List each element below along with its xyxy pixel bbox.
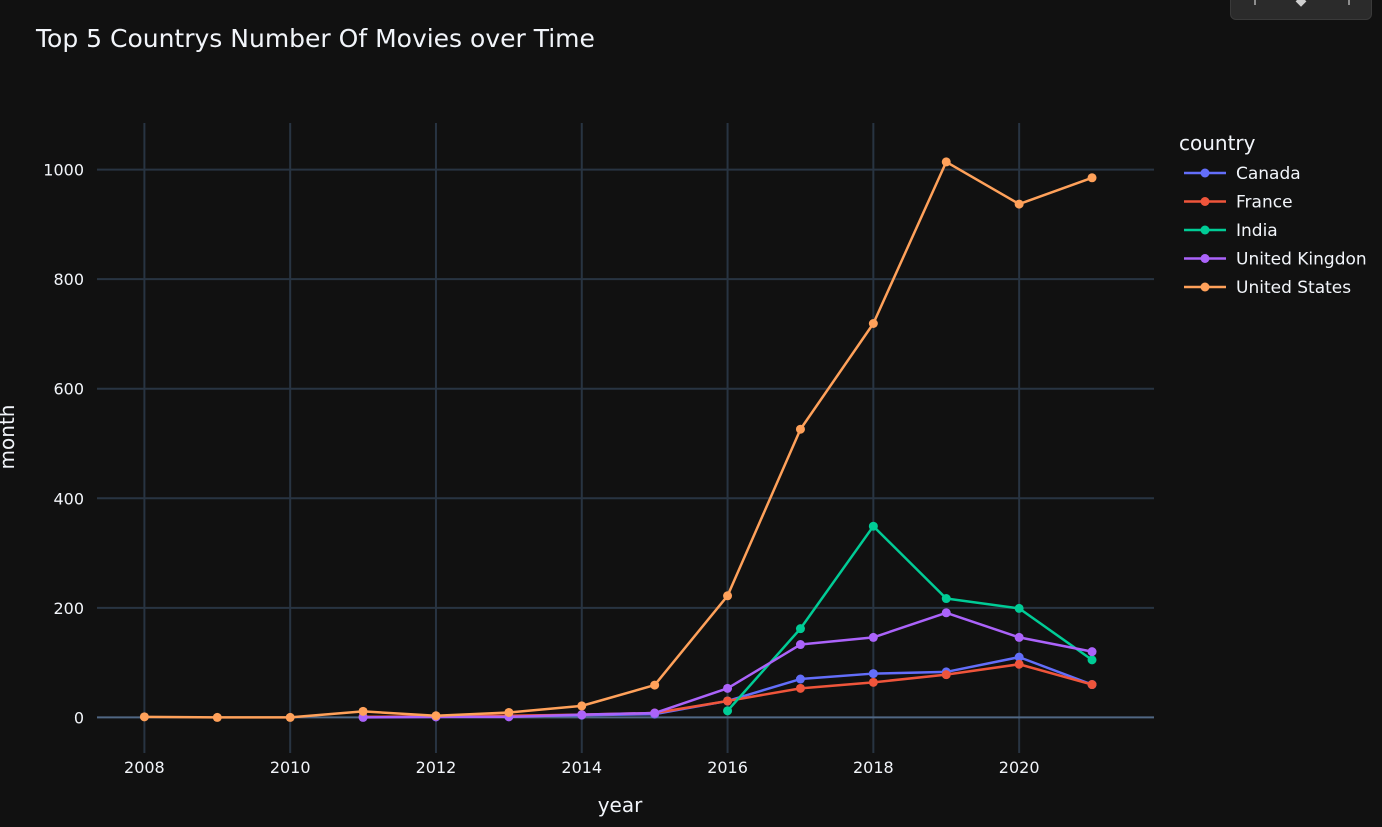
- legend-label: India: [1236, 221, 1278, 241]
- data-point[interactable]: [577, 710, 587, 720]
- pan-icon[interactable]: ↑: [1343, 0, 1355, 9]
- data-point[interactable]: [868, 632, 878, 642]
- data-point[interactable]: [650, 708, 660, 718]
- data-point[interactable]: [1014, 199, 1024, 209]
- series-line: [726, 524, 1093, 712]
- data-point[interactable]: [577, 701, 587, 711]
- data-point[interactable]: [139, 712, 149, 722]
- data-point[interactable]: [723, 696, 733, 706]
- data-point[interactable]: [1087, 680, 1097, 690]
- legend-item[interactable]: United States: [1184, 278, 1351, 298]
- y-tick-label: 0: [74, 708, 84, 727]
- data-point[interactable]: [358, 706, 368, 716]
- y-tick-label: 400: [53, 489, 84, 508]
- x-tick-label: 2010: [270, 758, 311, 777]
- zoom-icon[interactable]: ◆: [1295, 0, 1307, 9]
- camera-icon[interactable]: ↑: [1249, 0, 1261, 9]
- data-point[interactable]: [504, 707, 514, 717]
- data-point[interactable]: [1087, 647, 1097, 657]
- x-axis-title: year: [598, 793, 643, 817]
- legend-item[interactable]: France: [1184, 193, 1293, 213]
- y-tick-label: 600: [53, 380, 84, 399]
- x-tick-label: 2008: [124, 758, 165, 777]
- data-point[interactable]: [868, 319, 878, 329]
- data-point[interactable]: [868, 677, 878, 687]
- data-point[interactable]: [1014, 632, 1024, 642]
- data-point[interactable]: [1014, 603, 1024, 613]
- modebar[interactable]: ↑ ◆ ↑: [1230, 0, 1372, 20]
- legend-label: United Kingdon: [1236, 250, 1367, 270]
- legend-label: United States: [1236, 278, 1351, 298]
- legend-swatch-marker: [1200, 197, 1210, 206]
- legend-label: Canada: [1236, 164, 1301, 184]
- data-point[interactable]: [723, 683, 733, 693]
- y-tick-label: 800: [53, 270, 84, 289]
- data-point[interactable]: [1014, 659, 1024, 669]
- legend-swatch-marker: [1200, 225, 1210, 235]
- data-point[interactable]: [868, 521, 878, 531]
- data-point[interactable]: [795, 674, 805, 684]
- grid: [97, 123, 1154, 753]
- data-point[interactable]: [868, 669, 878, 679]
- legend-item[interactable]: Canada: [1184, 164, 1301, 184]
- legend-item[interactable]: United Kingdon: [1184, 250, 1367, 270]
- series[interactable]: [723, 521, 1097, 716]
- series-line: [144, 160, 1093, 719]
- data-point[interactable]: [941, 157, 951, 167]
- data-point[interactable]: [795, 624, 805, 634]
- data-point[interactable]: [941, 670, 951, 680]
- data-point[interactable]: [1087, 655, 1097, 665]
- data-point[interactable]: [1087, 173, 1097, 183]
- data-point[interactable]: [941, 594, 951, 604]
- legend-swatch-marker: [1200, 254, 1210, 263]
- x-axis-ticks: 2008 2010 2012 2014 2016 2018 2020: [124, 758, 1039, 777]
- data-point[interactable]: [285, 712, 295, 722]
- x-tick-label: 2012: [416, 758, 457, 777]
- legend-swatch-marker: [1200, 282, 1210, 292]
- y-tick-label: 200: [53, 599, 84, 618]
- data-point[interactable]: [795, 640, 805, 650]
- x-tick-label: 2020: [999, 758, 1040, 777]
- data-point[interactable]: [723, 591, 733, 601]
- data-point[interactable]: [723, 706, 733, 716]
- legend-label: France: [1236, 193, 1293, 213]
- data-point[interactable]: [795, 683, 805, 693]
- data-point[interactable]: [650, 680, 660, 690]
- data-point[interactable]: [941, 608, 951, 618]
- legend[interactable]: country Canada France India United Kingdon U…: [1179, 131, 1367, 298]
- data-point[interactable]: [1014, 652, 1024, 662]
- data-point[interactable]: [212, 712, 222, 722]
- x-tick-label: 2014: [561, 758, 602, 777]
- y-axis-title: month: [0, 405, 19, 470]
- plot-area[interactable]: [139, 157, 1097, 722]
- chart-title: Top 5 Countrys Number Of Movies over Tim…: [35, 24, 595, 53]
- legend-swatch-marker: [1200, 168, 1210, 178]
- y-axis-ticks: 0 200 400 600 800 1000: [43, 161, 84, 728]
- legend-item[interactable]: India: [1184, 221, 1278, 241]
- y-tick-label: 1000: [43, 161, 84, 180]
- data-point[interactable]: [431, 711, 441, 721]
- x-tick-label: 2018: [853, 758, 894, 777]
- x-tick-label: 2016: [707, 758, 748, 777]
- legend-title: country: [1179, 131, 1256, 155]
- data-point[interactable]: [795, 424, 805, 434]
- series[interactable]: [139, 157, 1097, 722]
